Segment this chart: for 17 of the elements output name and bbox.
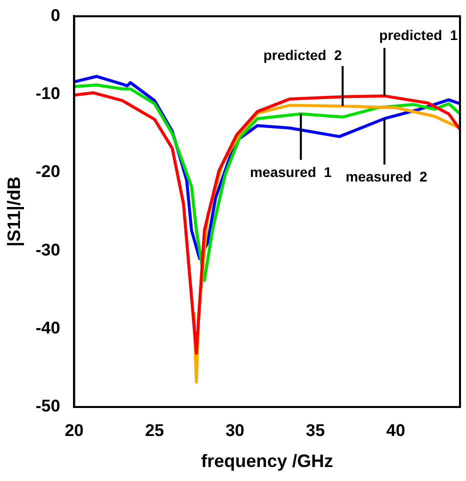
x-tick-label: 30 — [225, 420, 244, 440]
y-tick-label: 0 — [50, 6, 60, 25]
y-tick-label: -50 — [36, 396, 60, 416]
x-axis-title: frequency /GHz — [201, 451, 334, 472]
x-tick-label: 25 — [145, 420, 164, 440]
y-tick-label: -30 — [36, 240, 60, 260]
x-tick-label: 40 — [386, 420, 406, 440]
x-tick-label: 35 — [306, 420, 325, 440]
y-tick-label: -20 — [36, 162, 60, 182]
text: predicted 2 — [263, 46, 342, 63]
text: measured 2 — [346, 168, 428, 184]
text: predicted 1 — [379, 26, 458, 43]
y-axis-title: |S11|/dB — [4, 176, 24, 247]
y-tick-label: -10 — [36, 84, 60, 104]
series-label: measured 1 — [250, 164, 332, 180]
x-tick-label: 20 — [64, 420, 84, 440]
y-tick-label: -40 — [36, 318, 60, 338]
